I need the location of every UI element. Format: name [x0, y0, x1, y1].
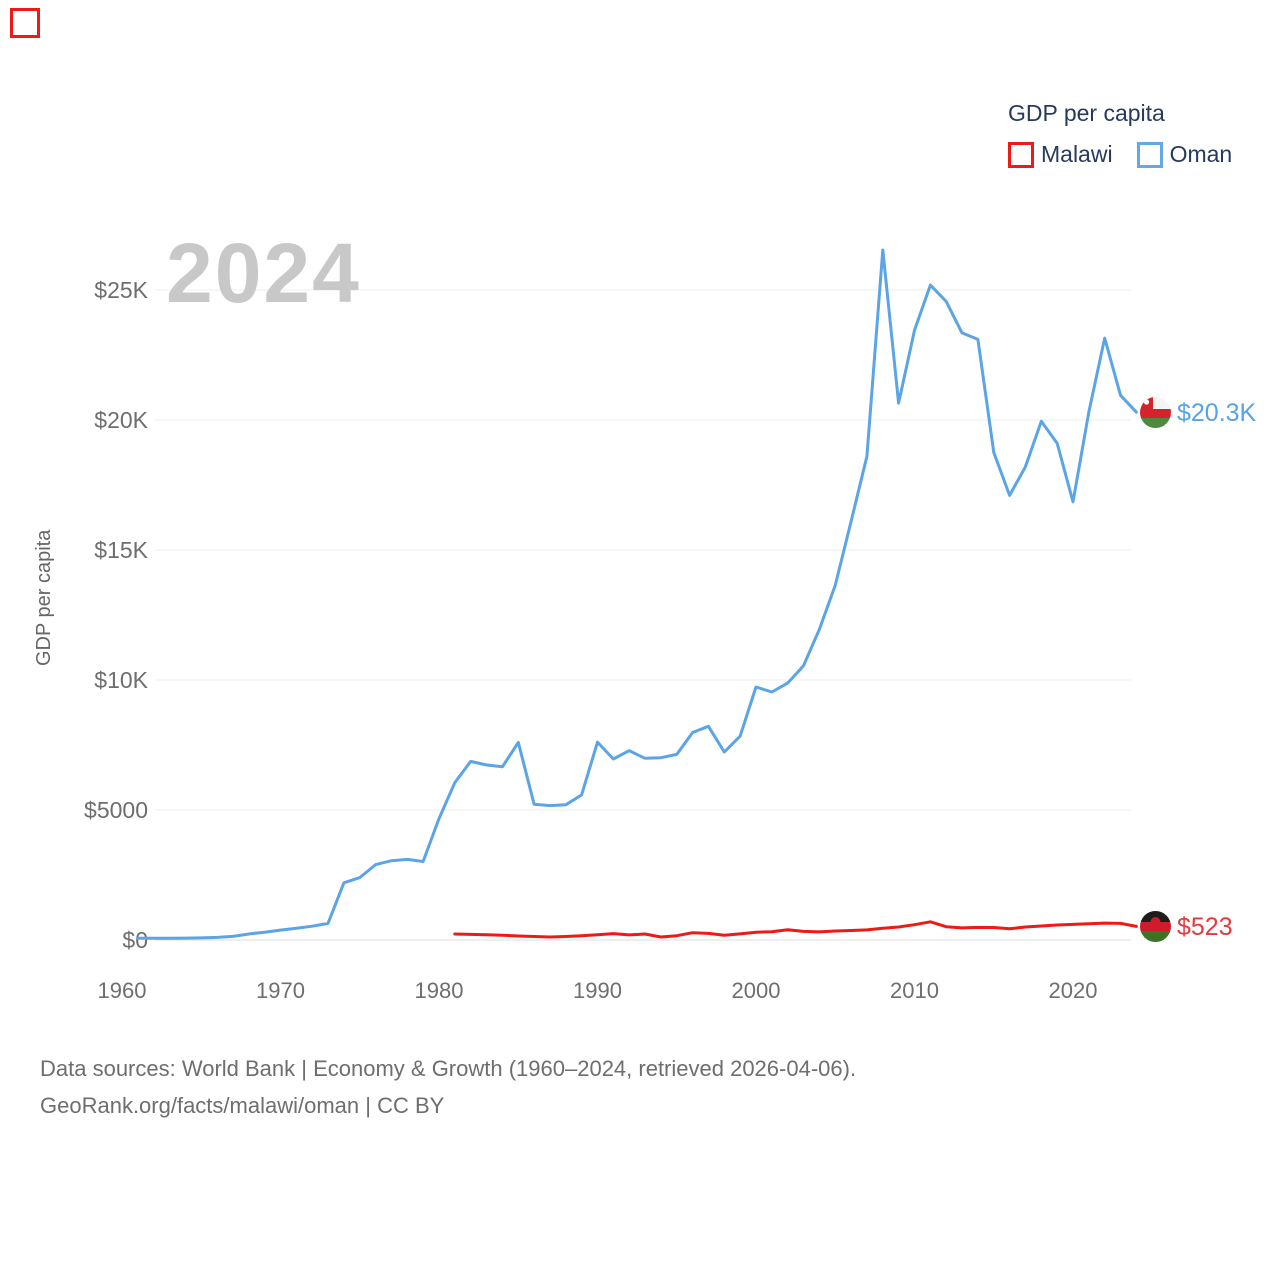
- legend-title: GDP per capita: [1008, 100, 1165, 126]
- oman-swatch-icon[interactable]: [1136, 141, 1163, 168]
- axis-ticks-group: $0 $5000 $10K $15K $20K $25K 1960 1970 1980 1990 2…: [84, 277, 1097, 1003]
- legend: GDP per capita Malawi Oman: [1008, 100, 1268, 168]
- x-axis-tick-label: 1980: [415, 978, 464, 1003]
- x-axis-tick-label: 1970: [256, 978, 305, 1003]
- x-axis-tick-label: 2020: [1049, 978, 1098, 1003]
- malawi-line[interactable]: [453, 920, 1138, 939]
- x-axis-tick-label: 1990: [573, 978, 622, 1003]
- malawi-flag-icon: [1140, 911, 1171, 942]
- y-axis-tick-label: $10K: [94, 667, 148, 693]
- legend-item-oman[interactable]: Oman: [1136, 141, 1233, 168]
- footer-attribution-line: GeoRank.org/facts/malawi/oman | CC BY: [40, 1093, 445, 1118]
- y-axis-tick-label: $0: [122, 927, 148, 953]
- y-axis-tick-label: $20K: [94, 407, 148, 433]
- footer-sources-line: Data sources: World Bank | Economy & Gro…: [40, 1056, 857, 1081]
- x-axis-tick-label: 2010: [890, 978, 939, 1003]
- year-watermark: 2024: [166, 226, 361, 320]
- x-axis-tick-label: 2000: [732, 978, 781, 1003]
- y-axis-tick-label: $5000: [84, 797, 148, 823]
- legend-item-label: Malawi: [1041, 141, 1113, 167]
- legend-item-label: Oman: [1169, 141, 1233, 167]
- line-chart: 2024 GDP per capita $0$5000$10K$15K$20K$…: [33, 226, 1138, 1003]
- footer: Data sources: World Bank | Economy & Gro…: [40, 1050, 856, 1124]
- oman-flag-icon: [1140, 397, 1171, 428]
- y-axis-title: GDP per capita: [33, 529, 55, 666]
- y-axis-tick-label: $25K: [94, 277, 148, 303]
- stray-legend-swatch: [10, 8, 40, 38]
- legend-item-malawi[interactable]: Malawi: [1008, 141, 1113, 168]
- x-axis-tick-label: 1960: [98, 978, 147, 1003]
- malawi-swatch-icon[interactable]: [1008, 141, 1034, 168]
- y-axis-tick-label: $15K: [94, 537, 148, 563]
- oman-value-label: $20.3K: [1177, 399, 1257, 427]
- oman-line[interactable]: [136, 248, 1138, 940]
- gridlines-group: [155, 289, 1131, 941]
- malawi-value-label: $523: [1177, 913, 1233, 941]
- legend-items-row: Malawi Oman: [1008, 141, 1268, 168]
